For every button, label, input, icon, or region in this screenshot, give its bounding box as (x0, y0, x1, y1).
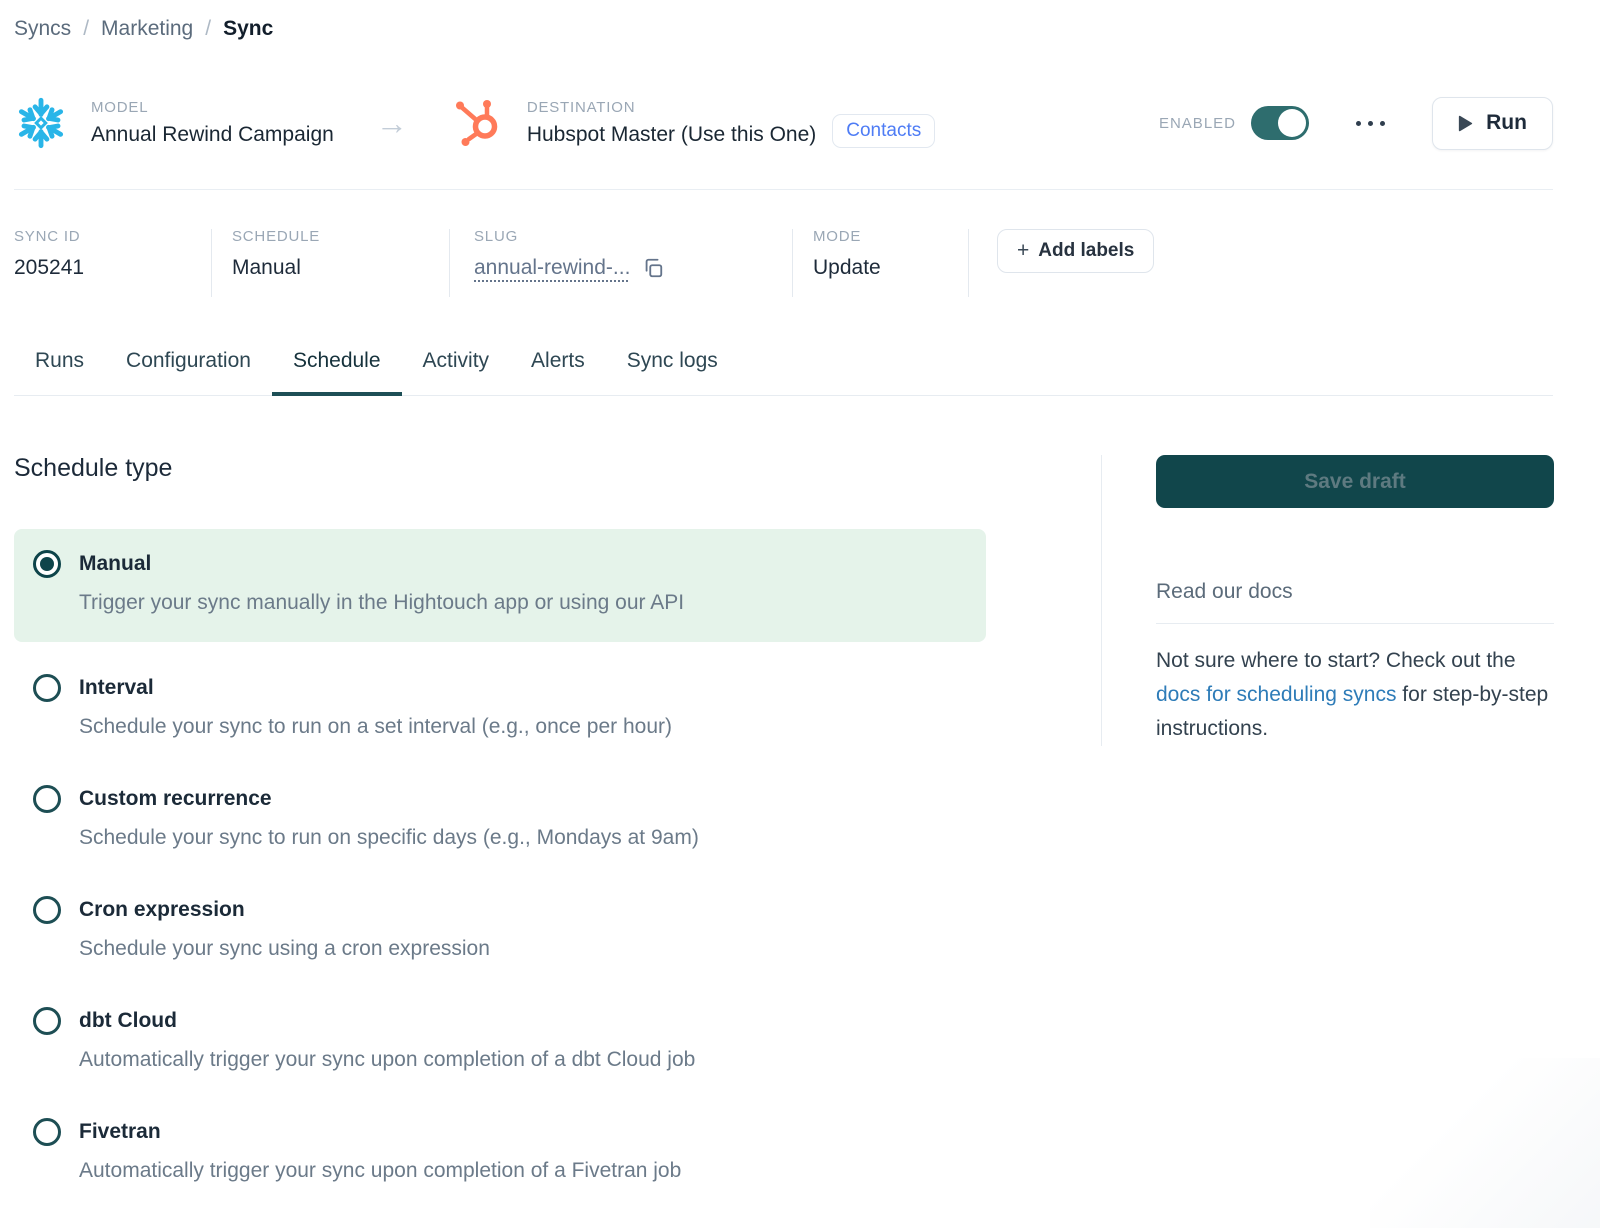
radio-dot (40, 557, 54, 571)
model-text: MODEL Annual Rewind Campaign (91, 99, 334, 147)
model-label: MODEL (91, 99, 149, 116)
breadcrumb-marketing[interactable]: Marketing (101, 17, 194, 40)
schedule-option-fivetran[interactable]: Fivetran Automatically trigger your sync… (14, 1118, 1101, 1183)
destination-text: DESTINATION Hubspot Master (Use this One… (527, 99, 816, 147)
play-icon (1458, 115, 1473, 132)
tab-configuration[interactable]: Configuration (126, 349, 251, 372)
meta-mode-value: Update (813, 256, 881, 279)
option-label-manual: Manual (79, 552, 152, 575)
dot (1380, 120, 1385, 126)
meta-schedule: SCHEDULE Manual (212, 228, 449, 280)
breadcrumb-current-sync: Sync (223, 17, 274, 40)
arrow-right-icon: → (375, 104, 408, 141)
schedule-type-title: Schedule type (14, 454, 173, 482)
option-desc-dbt-cloud: Automatically trigger your sync upon com… (79, 1048, 696, 1071)
save-draft-button[interactable]: Save draft (1156, 455, 1554, 508)
meta-mode-label: MODE (813, 228, 862, 245)
tab-runs[interactable]: Runs (35, 349, 85, 372)
meta-sync-id: SYNC ID 205241 (14, 228, 211, 280)
tab-activity[interactable]: Activity (422, 349, 490, 372)
breadcrumb: Syncs / Marketing / Sync (14, 0, 1553, 41)
run-button-label: Run (1486, 111, 1527, 134)
meta-separator (968, 229, 969, 297)
meta-sync-id-label: SYNC ID (14, 228, 81, 245)
schedule-option-manual[interactable]: Manual Trigger your sync manually in the… (14, 529, 986, 642)
option-label-custom-recurrence: Custom recurrence (79, 787, 272, 810)
schedule-option-interval[interactable]: Interval Schedule your sync to run on a … (14, 674, 1101, 739)
radio-manual[interactable] (33, 550, 61, 578)
breadcrumb-separator: / (83, 17, 90, 40)
meta-slug-value[interactable]: annual-rewind-... (474, 256, 631, 279)
destination-summary: DESTINATION Hubspot Master (Use this One… (450, 96, 936, 150)
schedule-type-section: Schedule type Manual Trigger your sync m… (14, 396, 1101, 1183)
radio-dbt-cloud[interactable] (33, 1007, 61, 1035)
option-desc-interval: Schedule your sync to run on a set inter… (79, 715, 672, 738)
snowflake-icon (14, 96, 68, 150)
option-desc-fivetran: Automatically trigger your sync upon com… (79, 1159, 682, 1182)
sync-meta-row: SYNC ID 205241 SCHEDULE Manual SLUG annu… (14, 228, 1553, 297)
enabled-label: ENABLED (1158, 114, 1236, 132)
model-summary: MODEL Annual Rewind Campaign (14, 96, 334, 150)
meta-separator (211, 229, 212, 297)
radio-custom-recurrence[interactable] (33, 785, 61, 813)
enabled-toggle[interactable] (1251, 106, 1309, 140)
hubspot-icon (450, 96, 504, 150)
option-desc-manual: Trigger your sync manually in the Highto… (79, 591, 685, 614)
meta-schedule-value: Manual (232, 256, 301, 279)
schedule-option-custom-recurrence[interactable]: Custom recurrence Schedule your sync to … (14, 785, 1101, 850)
meta-schedule-label: SCHEDULE (232, 228, 321, 245)
tab-schedule[interactable]: Schedule (271, 339, 402, 396)
meta-sync-id-value: 205241 (14, 256, 85, 279)
option-desc-custom-recurrence: Schedule your sync to run on specific da… (79, 826, 699, 849)
meta-separator (449, 229, 450, 297)
schedule-option-cron[interactable]: Cron expression Schedule your sync using… (14, 896, 1101, 961)
run-button[interactable]: Run (1432, 96, 1553, 150)
docs-paragraph: Not sure where to start? Check out the d… (1156, 644, 1554, 746)
option-desc-cron: Schedule your sync using a cron expressi… (79, 937, 490, 960)
meta-mode: MODE Update (793, 228, 968, 280)
dot (1368, 120, 1373, 126)
docs-divider (1156, 623, 1554, 624)
docs-text-before: Not sure where to start? Check out the (1156, 649, 1516, 672)
docs-text-after: for step-by-step instructions. (1156, 683, 1549, 740)
radio-cron[interactable] (33, 896, 61, 924)
option-label-interval: Interval (79, 676, 154, 699)
header-divider (14, 189, 1553, 190)
radio-interval[interactable] (33, 674, 61, 702)
tab-bar: Runs Configuration Schedule Activity Ale… (14, 339, 1553, 396)
schedule-option-dbt-cloud[interactable]: dbt Cloud Automatically trigger your syn… (14, 1007, 1101, 1072)
sync-header: MODEL Annual Rewind Campaign → (14, 91, 1553, 155)
toggle-knob (1278, 109, 1306, 137)
meta-separator (792, 229, 793, 297)
tab-alerts[interactable]: Alerts (531, 349, 585, 372)
breadcrumb-syncs[interactable]: Syncs (14, 17, 72, 40)
schedule-content: Schedule type Manual Trigger your sync m… (14, 396, 1554, 1183)
destination-label: DESTINATION (526, 99, 636, 116)
contacts-badge[interactable]: Contacts (832, 114, 936, 148)
schedule-sidebar: Save draft Read our docs Not sure where … (1101, 455, 1554, 746)
meta-slug: SLUG annual-rewind-... (450, 228, 792, 280)
option-label-fivetran: Fivetran (79, 1120, 161, 1143)
tab-sync-logs[interactable]: Sync logs (626, 349, 718, 372)
docs-title: Read our docs (1156, 580, 1293, 603)
more-options-button[interactable] (1354, 115, 1387, 132)
add-labels-label: Add labels (1038, 240, 1135, 261)
plus-icon: + (1017, 239, 1030, 262)
option-label-cron: Cron expression (79, 898, 245, 921)
destination-name[interactable]: Hubspot Master (Use this One) (526, 123, 817, 146)
add-labels-button[interactable]: + Add labels (997, 229, 1155, 273)
model-name[interactable]: Annual Rewind Campaign (91, 123, 334, 146)
copy-icon[interactable] (642, 257, 664, 279)
option-label-dbt-cloud: dbt Cloud (79, 1009, 177, 1032)
breadcrumb-separator: / (205, 17, 212, 40)
radio-fivetran[interactable] (33, 1118, 61, 1146)
docs-scheduling-link[interactable]: docs for scheduling syncs (1156, 683, 1397, 706)
dot (1356, 120, 1361, 126)
meta-slug-label: SLUG (474, 228, 519, 245)
